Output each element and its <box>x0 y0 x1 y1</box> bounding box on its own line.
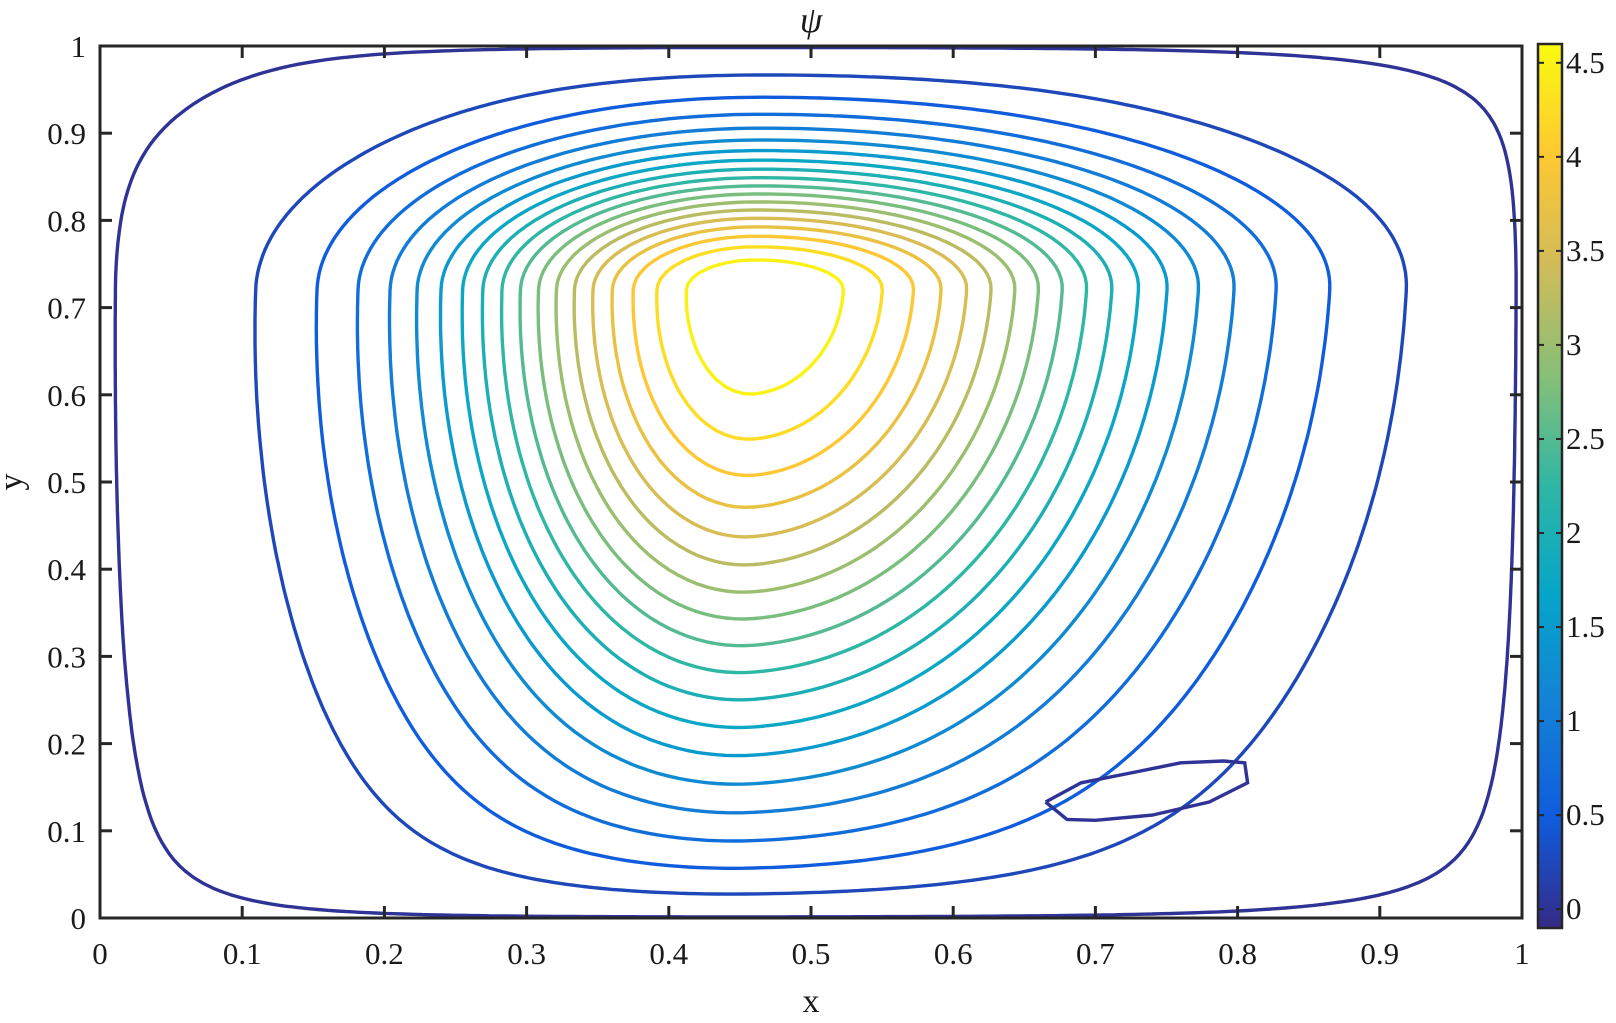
colorbar-tick-label: 1.5 <box>1566 609 1605 644</box>
colorbar-tick-label: 4.5 <box>1566 45 1605 80</box>
colorbar-gradient <box>1536 42 1564 930</box>
colorbar-tick-label: 3 <box>1566 327 1582 362</box>
y-tick-label: 0.2 <box>47 727 86 762</box>
contour-level-10 <box>518 184 1064 648</box>
y-tick-label: 0 <box>71 901 87 936</box>
chart-title: ψ <box>800 0 823 40</box>
contour-level-11 <box>536 192 1041 621</box>
colorbar-tick-label: 2 <box>1566 515 1582 550</box>
colorbar-tick-label: 0 <box>1566 891 1582 926</box>
contour-level-16 <box>631 234 916 478</box>
contour-level-3 <box>355 112 1278 843</box>
contour-level-8 <box>480 167 1114 702</box>
contour-level-1 <box>253 73 1409 896</box>
x-tick-label: 0 <box>92 936 108 971</box>
colorbar-tick-label: 1 <box>1566 703 1582 738</box>
colorbar-tick-label: 3.5 <box>1566 233 1605 268</box>
contour-level-7 <box>460 158 1141 730</box>
plot-frame <box>98 44 1524 920</box>
colorbar: 0 0.5 1 1.5 2 2.5 3 3.5 4 4.5 <box>1536 42 1605 930</box>
contour-level-13 <box>572 208 993 567</box>
secondary-eddy-contour <box>1044 759 1250 823</box>
y-tick-label: 1 <box>71 29 87 64</box>
y-tick-label: 0.9 <box>47 116 86 151</box>
x-tick-label: 0.7 <box>1076 936 1115 971</box>
contour-level-0 <box>113 45 1518 919</box>
contour-level-2 <box>314 95 1332 870</box>
y-tick-label: 0.4 <box>47 552 86 587</box>
x-tick-label: 0.2 <box>365 936 404 971</box>
x-tick-label: 0.4 <box>649 936 688 971</box>
y-tick-label: 0.5 <box>47 465 86 500</box>
x-tick-label: 0.1 <box>223 936 262 971</box>
x-tick-label: 1 <box>1514 936 1530 971</box>
y-tick-label: 0.7 <box>47 291 86 326</box>
x-tick-label: 0.5 <box>792 936 831 971</box>
contour-level-9 <box>499 176 1089 675</box>
y-axis-label: y <box>0 474 30 491</box>
y-tick-label: 0.6 <box>47 378 86 413</box>
contour-level-6 <box>438 148 1169 758</box>
contour-level-5 <box>414 138 1201 786</box>
y-tick-label: 0.8 <box>47 203 86 238</box>
colorbar-tick-label: 4 <box>1566 139 1582 174</box>
contour-level-17 <box>655 245 884 441</box>
x-tick-label: 0.8 <box>1218 936 1257 971</box>
y-tick-label: 0.1 <box>47 814 86 849</box>
colorbar-tick-label: 2.5 <box>1566 421 1605 456</box>
x-axis-label: x <box>803 983 820 1018</box>
x-tick-label: 0.6 <box>934 936 973 971</box>
contour-level-12 <box>554 200 1017 594</box>
axis-ticks: 0 0.1 0.2 0.3 0.4 0.5 0.6 0.7 0.8 0.9 1 0 0.1 0.2 0.3 0… <box>47 29 1530 971</box>
contour-level-14 <box>591 216 969 539</box>
x-tick-label: 0.3 <box>507 936 546 971</box>
contour-level-15 <box>610 225 943 509</box>
y-tick-label: 0.3 <box>47 639 86 674</box>
colorbar-tick-label: 0.5 <box>1566 797 1605 832</box>
contour-level-4 <box>387 126 1236 815</box>
x-tick-label: 0.9 <box>1360 936 1399 971</box>
contour-lines <box>113 45 1518 919</box>
contour-level-18 <box>684 258 846 396</box>
